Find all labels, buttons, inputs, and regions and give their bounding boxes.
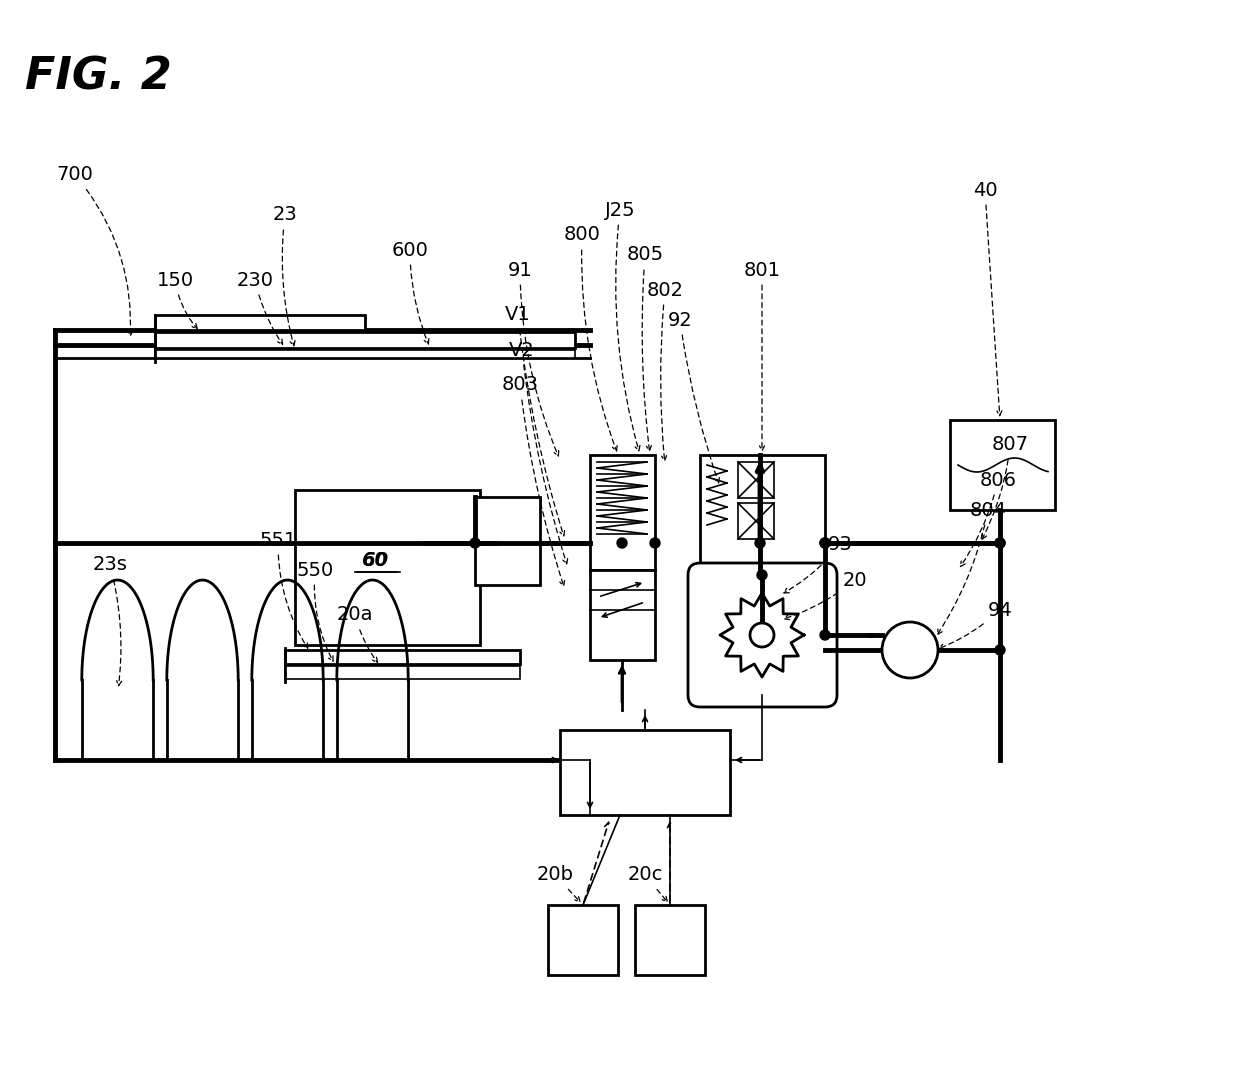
Circle shape	[820, 630, 830, 640]
FancyBboxPatch shape	[688, 563, 837, 707]
Bar	[155, 350, 575, 358]
Bar	[701, 455, 825, 570]
Bar	[635, 905, 706, 975]
Bar	[155, 332, 575, 348]
Text: 150: 150	[156, 271, 197, 329]
Text: 700: 700	[57, 166, 133, 336]
Circle shape	[750, 623, 774, 647]
Text: J25: J25	[605, 200, 640, 451]
Text: 804: 804	[937, 500, 1007, 634]
Text: 94: 94	[939, 601, 1012, 649]
Text: 805: 805	[626, 245, 663, 451]
Text: 93: 93	[784, 536, 852, 593]
Bar	[295, 491, 480, 645]
Circle shape	[882, 622, 937, 678]
Text: V1: V1	[505, 305, 564, 536]
Text: 20a: 20a	[337, 605, 377, 663]
Bar	[590, 455, 655, 570]
Text: 800: 800	[563, 226, 618, 451]
Bar	[285, 650, 520, 664]
Circle shape	[470, 538, 480, 548]
Bar	[475, 497, 539, 585]
Circle shape	[994, 538, 1004, 548]
Bar	[738, 503, 774, 539]
Text: FIG. 2: FIG. 2	[25, 55, 172, 99]
Circle shape	[994, 645, 1004, 655]
Bar	[950, 420, 1055, 510]
Bar	[155, 315, 365, 330]
Text: 802: 802	[646, 281, 683, 461]
Text: 40: 40	[972, 181, 1002, 416]
Text: 20c: 20c	[627, 865, 667, 902]
Text: 807: 807	[982, 436, 1028, 540]
Text: 92: 92	[667, 311, 719, 483]
Circle shape	[994, 538, 1004, 548]
Text: 23s: 23s	[93, 556, 128, 685]
Text: 91: 91	[507, 260, 559, 456]
Circle shape	[756, 570, 768, 580]
Text: 230: 230	[237, 271, 283, 345]
Circle shape	[755, 538, 765, 548]
Text: 600: 600	[392, 241, 429, 344]
Text: 23: 23	[273, 206, 298, 346]
Text: 550: 550	[296, 560, 334, 661]
Text: V2: V2	[510, 341, 568, 564]
Text: 551: 551	[259, 530, 308, 648]
Text: 60: 60	[361, 550, 388, 570]
Bar	[285, 666, 520, 679]
Text: 803: 803	[501, 376, 564, 586]
Bar	[738, 462, 774, 498]
Text: 60: 60	[362, 550, 387, 570]
Text: 806: 806	[961, 470, 1017, 567]
Bar	[548, 905, 618, 975]
Circle shape	[618, 538, 627, 548]
Bar	[590, 570, 655, 660]
Text: 801: 801	[744, 260, 780, 451]
Bar	[560, 730, 730, 815]
Text: 20b: 20b	[537, 865, 580, 902]
Circle shape	[820, 538, 830, 548]
Circle shape	[820, 538, 830, 548]
Text: 20: 20	[784, 571, 867, 620]
Circle shape	[650, 538, 660, 548]
